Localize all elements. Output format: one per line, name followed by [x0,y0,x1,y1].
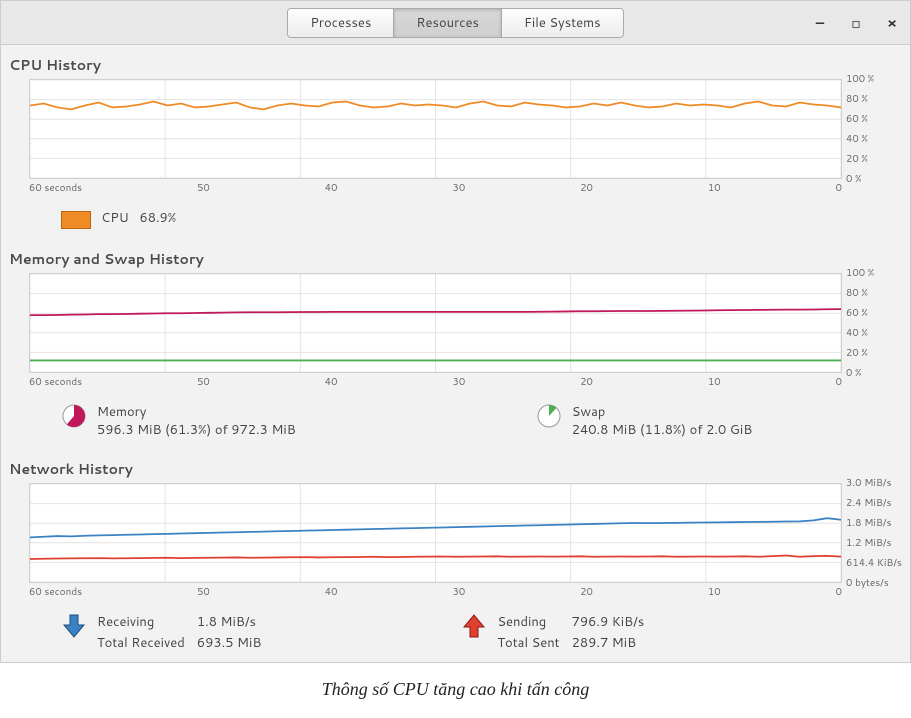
swap-legend-item: Swap 240.8 MiB (11.8%) of 2.0 GiB [536,403,752,439]
cpu-chart [29,79,842,179]
memory-label: Memory [97,403,296,421]
network-chart [29,483,842,583]
receiving-value: 1.8 MiB/s [197,613,262,631]
cpu-x-axis: 60 seconds50403020100 [29,179,842,201]
cpu-legend-item: CPU 68.9% [61,209,176,229]
total-sent-label: Total Sent [497,634,559,652]
tab-resources[interactable]: Resources [394,9,502,37]
memory-legend-item: Memory 596.3 MiB (61.3%) of 972.3 MiB [61,403,296,439]
cpu-section-title: CPU History [1,45,910,79]
network-chart-wrap: 60 seconds50403020100 3.0 MiB/s2.4 MiB/s… [1,483,910,605]
memory-pie-icon [61,403,87,429]
figure-caption: Thông số CPU tăng cao khi tấn công [0,663,911,718]
memory-chart [29,273,842,373]
download-arrow-icon [61,613,87,639]
window-controls: – ▫ × [812,1,900,44]
cpu-chart-wrap: 60 seconds50403020100 100 %80 %60 %40 %2… [1,79,910,201]
tab-group: Processes Resources File Systems [287,8,623,38]
cpu-label: CPU [101,209,129,227]
sending-legend-item: Sending Total Sent 796.9 KiB/s 289.7 MiB [461,613,644,651]
swap-detail: 240.8 MiB (11.8%) of 2.0 GiB [572,421,752,439]
network-x-axis: 60 seconds50403020100 [29,583,842,605]
sending-label: Sending [497,613,559,631]
swap-label: Swap [572,403,752,421]
titlebar: Processes Resources File Systems – ▫ × [1,1,910,45]
total-received-value: 693.5 MiB [197,634,262,652]
cpu-y-axis: 100 %80 %60 %40 %20 %0 % [842,79,902,179]
sending-value: 796.9 KiB/s [572,613,645,631]
content-area: CPU History 60 seconds50403020100 100 %8… [1,45,910,662]
tab-filesystems[interactable]: File Systems [502,9,623,37]
upload-arrow-icon [461,613,487,639]
network-legend: Receiving Total Received 1.8 MiB/s 693.5… [1,605,910,661]
network-y-axis: 3.0 MiB/s2.4 MiB/s1.8 MiB/s1.2 MiB/s614.… [842,483,902,583]
receiving-label: Receiving [97,613,185,631]
receiving-legend-item: Receiving Total Received 1.8 MiB/s 693.5… [61,613,261,651]
minimize-icon[interactable]: – [812,13,828,33]
swap-pie-icon [536,403,562,429]
memory-chart-wrap: 60 seconds50403020100 100 %80 %60 %40 %2… [1,273,910,395]
maximize-icon[interactable]: ▫ [848,13,864,33]
memory-section-title: Memory and Swap History [1,239,910,273]
memory-y-axis: 100 %80 %60 %40 %20 %0 % [842,273,902,373]
total-received-label: Total Received [97,634,185,652]
memory-x-axis: 60 seconds50403020100 [29,373,842,395]
cpu-color-swatch [61,211,91,229]
tab-processes[interactable]: Processes [288,9,394,37]
network-section-title: Network History [1,449,910,483]
close-icon[interactable]: × [884,13,900,33]
system-monitor-window: Processes Resources File Systems – ▫ × C… [0,0,911,663]
memory-detail: 596.3 MiB (61.3%) of 972.3 MiB [97,421,296,439]
memory-legend: Memory 596.3 MiB (61.3%) of 972.3 MiB Sw… [1,395,910,449]
total-sent-value: 289.7 MiB [572,634,645,652]
cpu-legend: CPU 68.9% [1,201,910,239]
cpu-value: 68.9% [139,209,176,227]
